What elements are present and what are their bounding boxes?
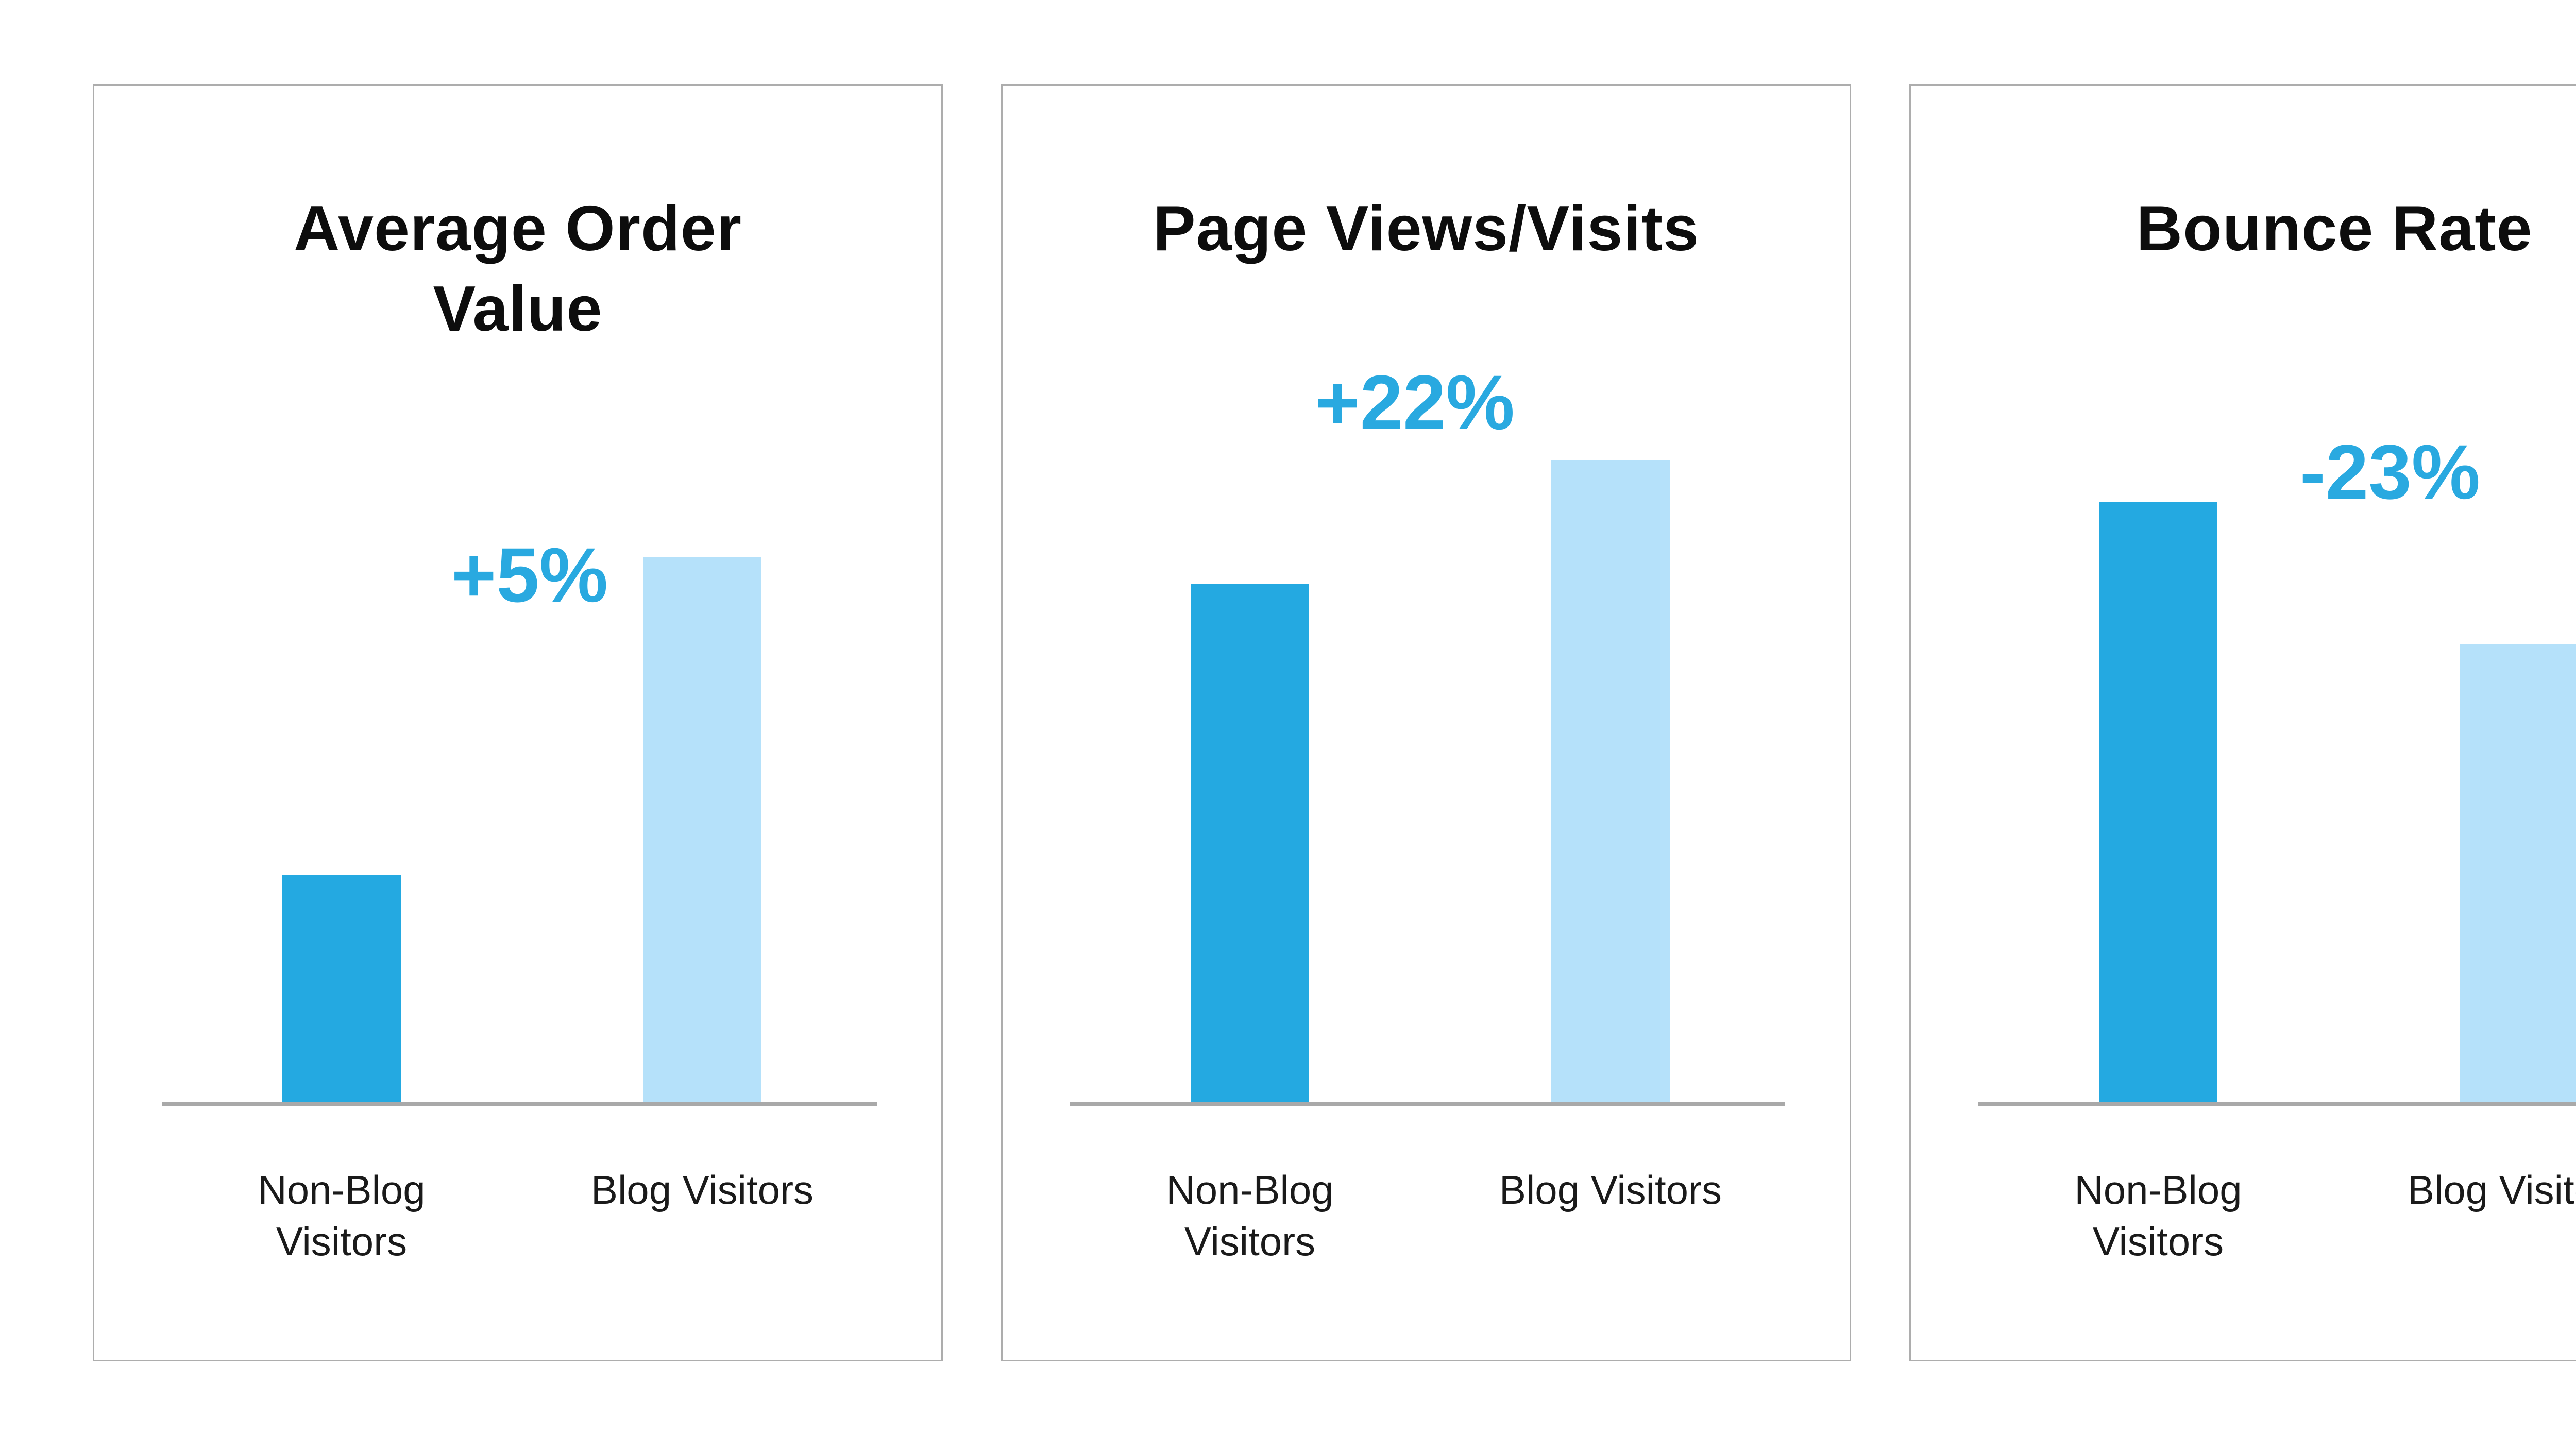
x-axis-line: [1070, 1102, 1785, 1106]
category-label-non-blog-visitors: Non-Blog Visitors: [1166, 1167, 1334, 1264]
panel-bounce-rate: Bounce Rate -23% Non-Blog Visitors Blog …: [1909, 84, 2576, 1361]
bar-non-blog-visitors: [2099, 502, 2217, 1106]
chart-title: Bounce Rate: [2136, 193, 2533, 264]
chart-title: Average Order Value: [294, 193, 742, 345]
delta-label: +5%: [451, 532, 608, 618]
x-axis-line: [162, 1102, 877, 1106]
panel-page-views-visits: Page Views/Visits +22% Non-Blog Visitors…: [1001, 84, 1851, 1361]
chart-title: Page Views/Visits: [1153, 193, 1700, 264]
category-label-non-blog-visitors: Non-Blog Visitors: [258, 1167, 426, 1264]
category-label-blog-visitors: Blog Visitors: [2407, 1167, 2576, 1213]
bar-blog-visitors: [1551, 460, 1670, 1106]
category-label-blog-visitors: Blog Visitors: [1499, 1167, 1722, 1213]
bar-blog-visitors: [643, 557, 761, 1106]
category-label-non-blog-visitors: Non-Blog Visitors: [2074, 1167, 2242, 1264]
bar-non-blog-visitors: [282, 875, 401, 1106]
panel-average-order-value: Average Order Value +5% Non-Blog Visitor…: [93, 84, 943, 1361]
category-label-blog-visitors: Blog Visitors: [590, 1167, 814, 1213]
bar-non-blog-visitors: [1191, 584, 1309, 1106]
bar-blog-visitors: [2460, 644, 2576, 1106]
delta-label: +22%: [1315, 359, 1515, 446]
x-axis-line: [1978, 1102, 2576, 1106]
delta-label: -23%: [2299, 429, 2481, 515]
